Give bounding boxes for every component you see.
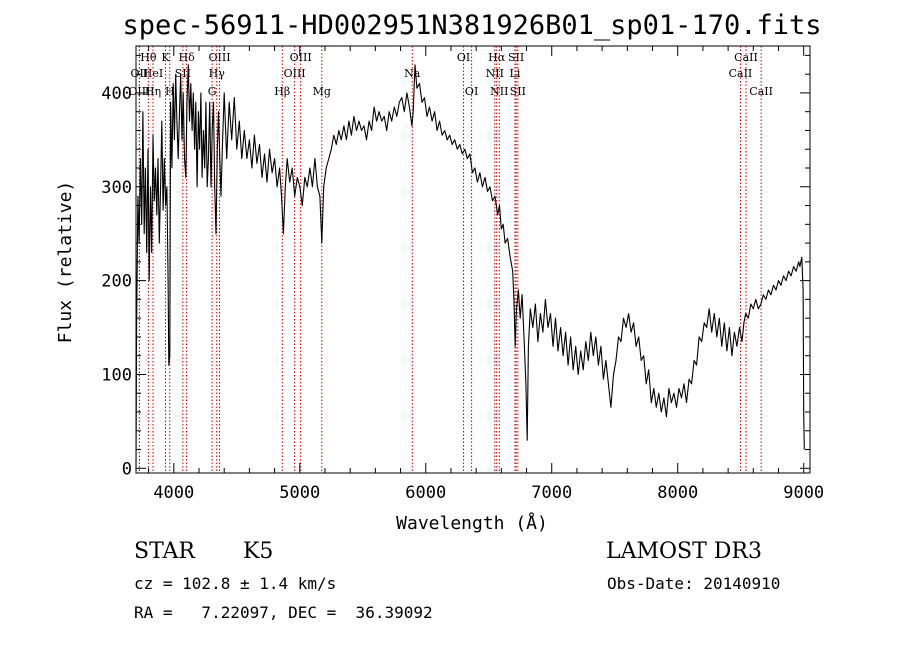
spectral-line-label: Hη xyxy=(145,85,161,98)
x-tick-label: 6000 xyxy=(405,483,446,503)
y-tick-label: 100 xyxy=(101,365,132,385)
x-tick-label: 5000 xyxy=(279,483,320,503)
chart-title: spec-56911-HD002951N381926B01_sp01-170.f… xyxy=(123,10,822,41)
spectral-line-label: Hδ xyxy=(179,51,196,64)
spectral-line-label: Na xyxy=(404,67,421,80)
redshift-text: cz = 102.8 ± 1.4 km/s xyxy=(134,574,337,593)
y-tick-label: 200 xyxy=(101,272,132,292)
spectral-line-label: G xyxy=(208,85,217,98)
spectral-line-label: Mg xyxy=(313,85,331,98)
spectral-line-label: OII xyxy=(131,67,149,80)
spectral-line-label: CaII xyxy=(749,85,773,98)
spectral-line-label: Hα xyxy=(488,51,506,64)
survey-name: LAMOST DR3 xyxy=(606,539,762,564)
y-tick-label: 300 xyxy=(101,178,132,198)
spectral-line-label: Hγ xyxy=(209,67,226,80)
spectral-line-label: OIII xyxy=(208,51,230,64)
spectral-line-label: Li xyxy=(510,67,521,80)
spectral-line-label: CaII xyxy=(734,51,758,64)
spectral-line-label: Hθ xyxy=(140,51,157,64)
spectral-line-label: HeI xyxy=(143,67,163,80)
spectral-line-label: NII xyxy=(490,85,508,98)
spectral-line-label: CaII xyxy=(729,67,753,80)
spectral-line-label: SII xyxy=(510,85,526,98)
spectral-line-label: OI xyxy=(457,51,470,64)
coordinates-text: RA = 7.22097, DEC = 36.39092 xyxy=(134,603,433,622)
axes: 4000 5000 6000 7000 8000 9000 0 100 200 300 400 xyxy=(101,45,824,503)
x-tick-label: 8000 xyxy=(657,483,698,503)
spectral-line-label: OIII xyxy=(290,51,312,64)
y-tick-label: 400 xyxy=(101,84,132,104)
spectral-line-label: OIII xyxy=(284,67,306,80)
spectral-line-label: H xyxy=(165,85,175,98)
spectrum-line xyxy=(135,64,805,469)
spectral-line-label: SII xyxy=(175,67,191,80)
spectral-line-label: NII xyxy=(486,67,504,80)
spectral-line-label: OIII xyxy=(128,85,150,98)
x-tick-label: 7000 xyxy=(531,483,572,503)
y-axis-label: Flux (relative) xyxy=(55,181,76,344)
x-tick-label: 9000 xyxy=(783,483,824,503)
y-tick-label: 0 xyxy=(122,459,132,479)
spectral-subclass: K5 xyxy=(243,539,274,564)
x-tick-label: 4000 xyxy=(153,483,194,503)
object-type: STAR xyxy=(134,539,195,564)
spectral-line-markers xyxy=(138,46,762,473)
spectrum-series xyxy=(135,64,805,469)
plot-frame xyxy=(135,45,811,474)
spectral-line-label: K xyxy=(161,51,170,64)
spectral-line-label: Hβ xyxy=(274,85,290,98)
spectral-line-label: OI xyxy=(465,85,478,98)
obs-date-text: Obs-Date: 20140910 xyxy=(607,574,781,593)
spectral-line-label: SII xyxy=(508,51,524,64)
x-axis-label: Wavelength (Å) xyxy=(396,512,548,534)
